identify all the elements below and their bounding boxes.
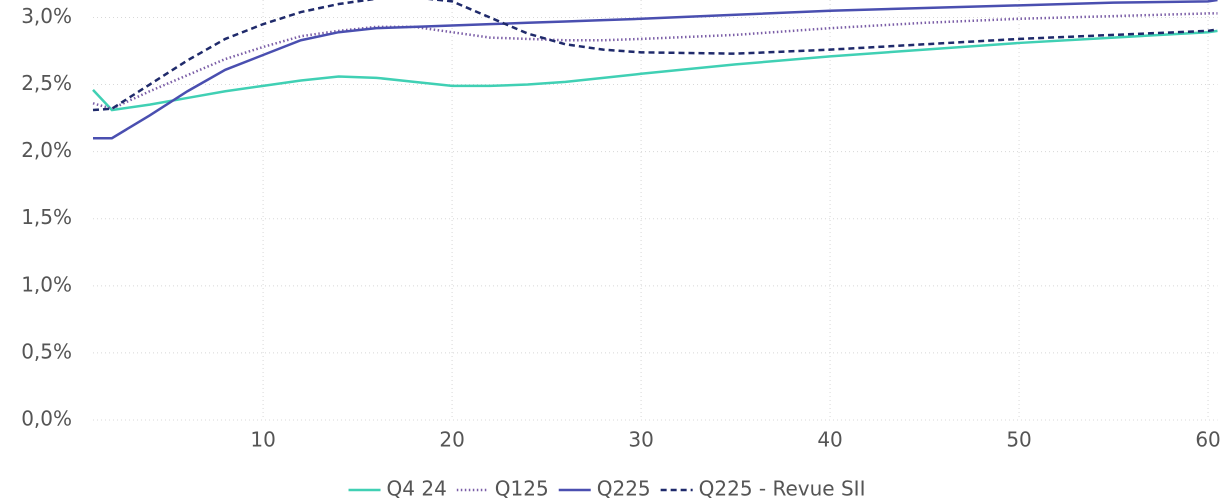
y-tick-label: 1,0% bbox=[21, 272, 72, 296]
y-tick-label: 1,5% bbox=[21, 205, 72, 229]
x-tick-label: 40 bbox=[817, 428, 842, 452]
line-series bbox=[92, 12, 1218, 111]
plot-area bbox=[92, 0, 1218, 140]
y-tick-label: 2,5% bbox=[21, 71, 72, 95]
y-tick-label: 2,0% bbox=[21, 138, 72, 162]
line-series bbox=[93, 0, 1218, 140]
x-tick-label: 30 bbox=[628, 428, 653, 452]
y-tick-label: 0,5% bbox=[21, 339, 72, 363]
x-tick-label: 50 bbox=[1006, 428, 1031, 452]
y-tick-label: 0,0% bbox=[21, 407, 72, 431]
legend-label: Q225 bbox=[597, 477, 651, 501]
legend-label: Q4 24 bbox=[387, 477, 447, 501]
legend: Q4 24 Q125 Q225 Q225 - Revue SII bbox=[348, 477, 866, 501]
legend-label: Q125 bbox=[495, 477, 549, 501]
y-tick-label: 3,0% bbox=[21, 4, 72, 28]
x-tick-label: 10 bbox=[250, 428, 275, 452]
line-series bbox=[92, 29, 1218, 112]
legend-label: Q225 - Revue SII bbox=[699, 477, 866, 501]
x-tick-label: 60 bbox=[1195, 428, 1220, 452]
x-tick-label: 20 bbox=[439, 428, 464, 452]
